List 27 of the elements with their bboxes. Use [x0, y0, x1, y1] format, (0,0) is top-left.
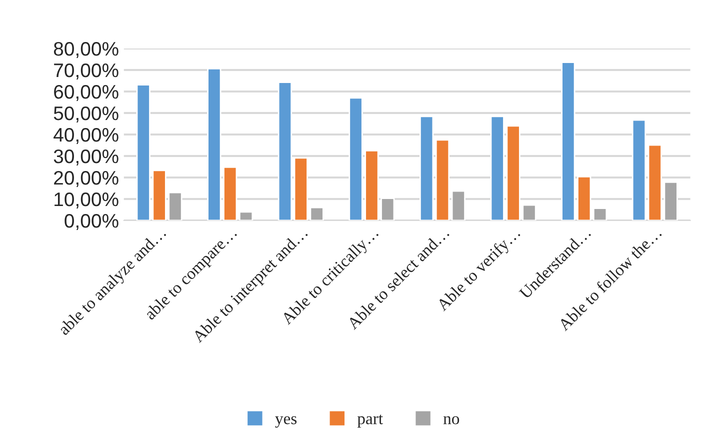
bar	[435, 139, 450, 220]
y-tick-label: 10,00%	[54, 192, 118, 209]
y-tick-label: 40,00%	[54, 128, 118, 144]
y-tick-label: 50,00%	[54, 106, 118, 123]
bar	[577, 176, 592, 220]
y-tick-label: 60,00%	[54, 84, 118, 102]
y-tick-label: 20,00%	[54, 170, 118, 188]
y-tick-label: 0,00%	[64, 214, 118, 230]
y-tick-label: 30,00%	[54, 149, 118, 166]
bar	[223, 166, 238, 220]
bar	[592, 208, 608, 220]
legend-label: no	[443, 416, 460, 424]
bar	[632, 119, 646, 220]
bar	[238, 211, 254, 220]
bar	[207, 68, 222, 220]
bar	[648, 144, 662, 220]
legend-label: yes	[275, 416, 297, 428]
y-tick-label: 80,00%	[54, 42, 118, 58]
y-tick-label: 70,00%	[54, 63, 118, 80]
bar	[310, 206, 324, 220]
bar	[294, 157, 308, 220]
bar	[451, 190, 466, 220]
bar	[664, 182, 678, 220]
bar	[420, 116, 434, 220]
bar	[278, 82, 292, 220]
legend-label: part	[357, 414, 383, 428]
bar	[561, 62, 576, 220]
